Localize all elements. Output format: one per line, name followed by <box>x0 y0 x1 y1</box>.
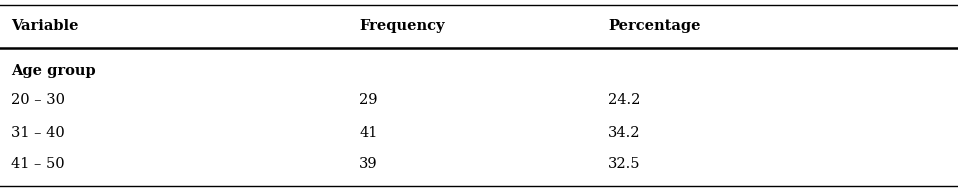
Text: Variable: Variable <box>11 19 79 33</box>
Text: 41 – 50: 41 – 50 <box>11 157 65 171</box>
Text: 29: 29 <box>359 93 377 107</box>
Text: 31 – 40: 31 – 40 <box>11 126 65 140</box>
Text: 39: 39 <box>359 157 377 171</box>
Text: 20 – 30: 20 – 30 <box>11 93 65 107</box>
Text: 24.2: 24.2 <box>608 93 641 107</box>
Text: 41: 41 <box>359 126 377 140</box>
Text: 32.5: 32.5 <box>608 157 641 171</box>
Text: Age group: Age group <box>11 64 96 78</box>
Text: Frequency: Frequency <box>359 19 445 33</box>
Text: 34.2: 34.2 <box>608 126 641 140</box>
Text: Percentage: Percentage <box>608 19 701 33</box>
